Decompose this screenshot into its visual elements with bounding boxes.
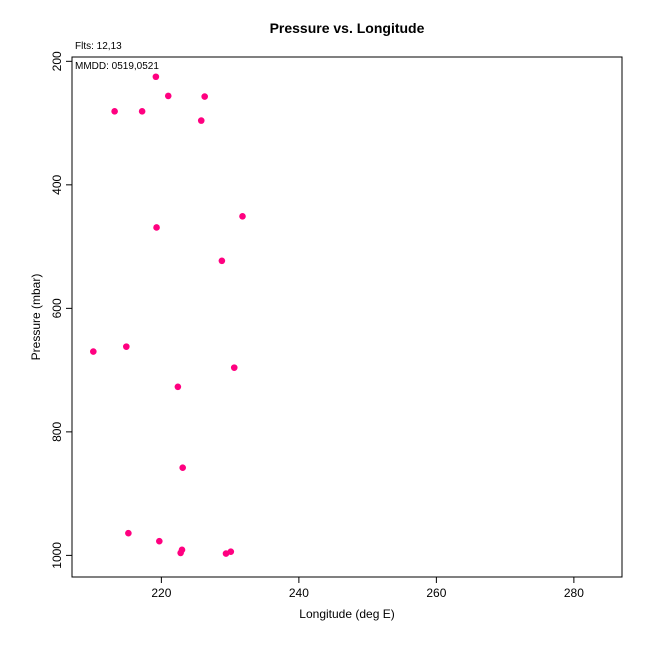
plot-frame [71, 56, 623, 578]
data-point [125, 529, 132, 537]
data-point [197, 117, 205, 124]
data-point [153, 224, 160, 231]
x-tick-label: 240 [289, 586, 309, 600]
data-point [156, 537, 163, 545]
data-point [138, 108, 146, 115]
y-tick-label: 1000 [50, 542, 64, 569]
x-tick-label: 220 [151, 586, 171, 600]
data-point [230, 364, 238, 371]
y-axis-label: Pressure (mbar) [29, 274, 43, 361]
data-point [164, 92, 172, 100]
data-point [111, 108, 118, 115]
y-axis: 200 400 600 800 1000 [50, 51, 72, 569]
y-tick-label: 200 [50, 51, 64, 71]
x-tick-label: 280 [564, 586, 584, 600]
x-axis-label: Longitude (deg E) [299, 607, 394, 621]
data-point [218, 257, 226, 265]
data-points [90, 73, 246, 557]
data-point [179, 464, 186, 471]
flights-label: Flts: 12,13 [75, 41, 122, 52]
date-label: MMDD: 0519,0521 [75, 61, 159, 72]
data-point [174, 383, 182, 391]
data-point [152, 73, 160, 81]
data-point [90, 348, 97, 355]
chart-title: Pressure vs. Longitude [269, 20, 425, 36]
data-point [177, 549, 184, 557]
data-point [222, 550, 230, 557]
x-axis: 220 240 260 280 [151, 577, 584, 600]
y-tick-label: 600 [50, 298, 64, 318]
y-tick-label: 400 [50, 175, 64, 195]
x-tick-label: 260 [426, 586, 446, 600]
data-point [239, 213, 246, 220]
y-tick-label: 800 [50, 422, 64, 442]
data-point [201, 93, 208, 100]
data-point [123, 343, 130, 350]
